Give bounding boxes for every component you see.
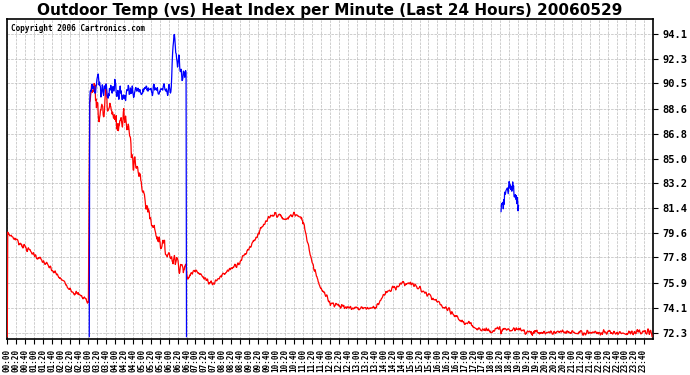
Title: Outdoor Temp (vs) Heat Index per Minute (Last 24 Hours) 20060529: Outdoor Temp (vs) Heat Index per Minute … (37, 3, 622, 18)
Text: Copyright 2006 Cartronics.com: Copyright 2006 Cartronics.com (10, 24, 145, 33)
